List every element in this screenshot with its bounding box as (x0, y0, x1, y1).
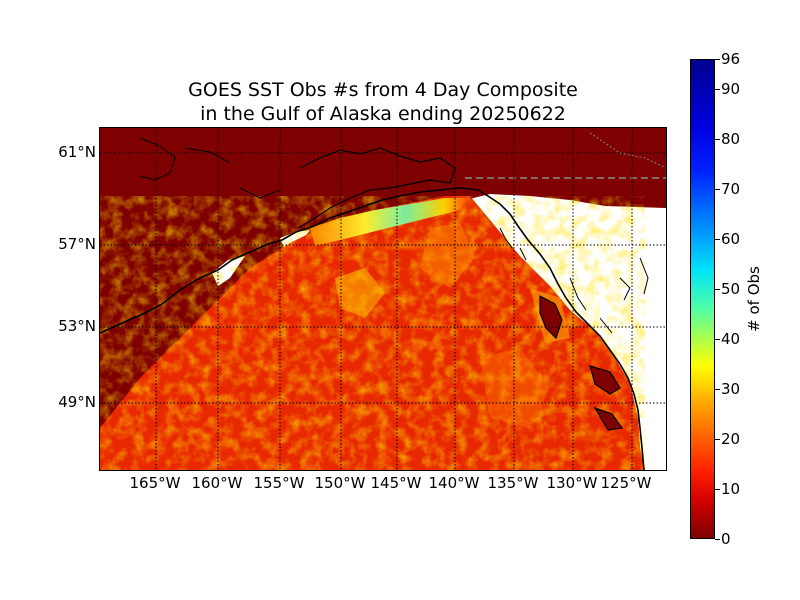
colorbar-tick-mark (715, 59, 720, 60)
colorbar-tick-mark (715, 289, 720, 290)
lon-label-135w: 135°W (487, 474, 539, 492)
colorbar-tick-mark (715, 239, 720, 240)
colorbar-tick-mark (715, 139, 720, 140)
lat-label-57n: 57°N (58, 235, 96, 253)
high-obs-band (310, 198, 468, 246)
lat-label-61n: 61°N (58, 143, 96, 161)
no-data-region-west (212, 256, 245, 286)
colorbar-tick-mark (715, 439, 720, 440)
coastline (139, 137, 281, 199)
lon-label-145w: 145°W (370, 474, 422, 492)
island (539, 295, 624, 431)
lon-label-160w: 160°W (191, 474, 243, 492)
lon-label-140w: 140°W (428, 474, 480, 492)
no-data-region-east (465, 194, 666, 470)
map-canvas (100, 128, 666, 470)
colorbar (690, 59, 715, 539)
lon-label-130w: 130°W (546, 474, 598, 492)
lon-label-155w: 155°W (253, 474, 305, 492)
lon-label-125w: 125°W (600, 474, 652, 492)
map-frame (99, 127, 667, 471)
lat-label-49n: 49°N (58, 393, 96, 411)
colorbar-tick-label: 30 (721, 380, 741, 398)
colorbar-tick-mark (715, 189, 720, 190)
chart-title-line-1: GOES SST Obs #s from 4 Day Composite (188, 79, 578, 101)
colorbar-tick-label: 80 (721, 130, 741, 148)
obs-patch (480, 348, 550, 428)
colorbar-tick-mark (715, 89, 720, 90)
graticule (100, 128, 666, 470)
border-line (589, 132, 666, 169)
obs-patch (335, 268, 385, 318)
chart-title-line-2: in the Gulf of Alaska ending 20250622 (200, 103, 566, 125)
obs-patch (420, 223, 475, 288)
ocean-obs-texture (100, 196, 645, 470)
colorbar-tick-mark (715, 389, 720, 390)
colorbar-label: # of Obs (745, 266, 763, 332)
colorbar-tick-label: 96 (721, 50, 741, 68)
coastline (499, 227, 649, 334)
colorbar-tick-label: 10 (721, 480, 741, 498)
colorbar-tick-label: 40 (721, 330, 741, 348)
coastline (100, 187, 645, 470)
lat-label-53n: 53°N (58, 317, 96, 335)
colorbar-tick-mark (715, 489, 720, 490)
colorbar-tick-label: 0 (721, 530, 731, 548)
colorbar-tick-label: 60 (721, 230, 741, 248)
colorbar-tick-label: 90 (721, 80, 741, 98)
lon-label-150w: 150°W (314, 474, 366, 492)
lon-label-165w: 165°W (129, 474, 181, 492)
colorbar-tick-label: 20 (721, 430, 741, 448)
colorbar-tick-label: 50 (721, 280, 741, 298)
colorbar-tick-label: 70 (721, 180, 741, 198)
colorbar-tick-mark (715, 539, 720, 540)
colorbar-tick-mark (715, 339, 720, 340)
